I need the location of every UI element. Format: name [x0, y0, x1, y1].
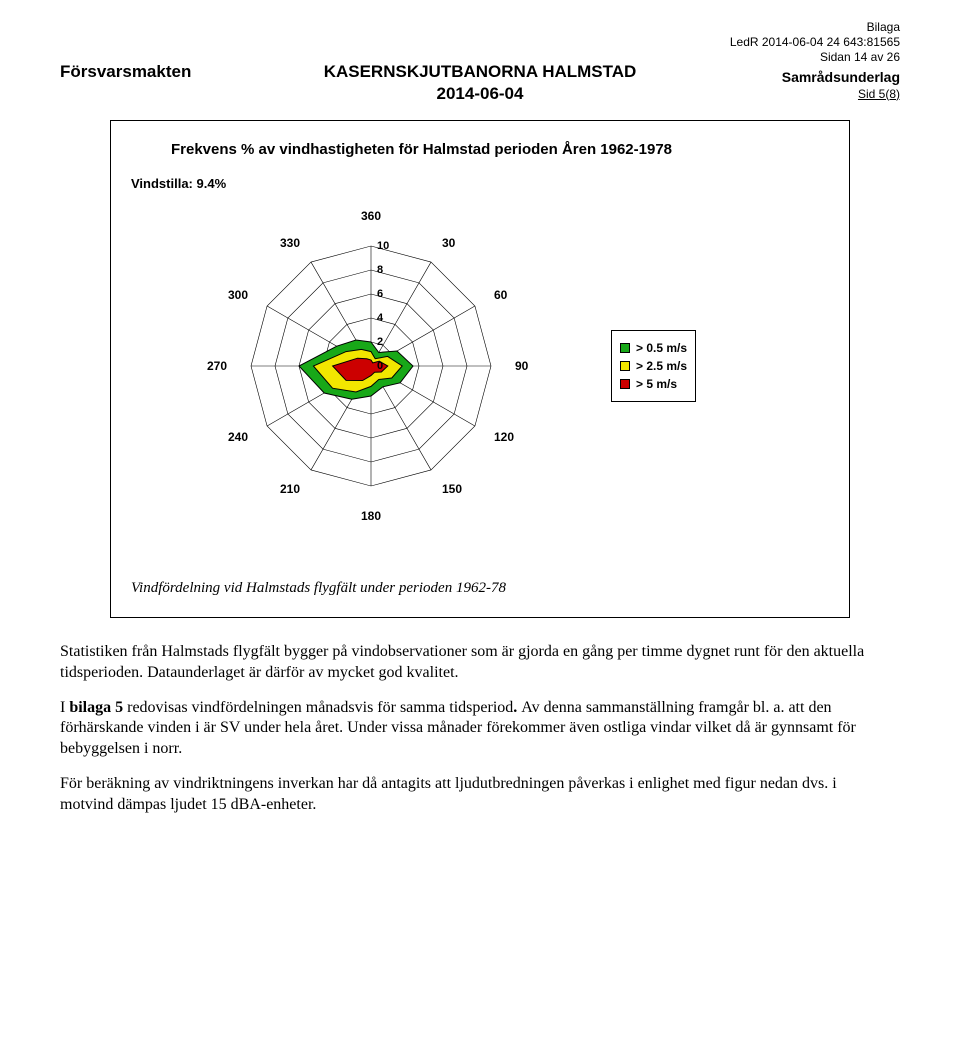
svg-text:90: 90 [515, 359, 529, 373]
legend-swatch [620, 343, 630, 353]
paragraph-3: För beräkning av vindriktningens inverka… [60, 774, 880, 816]
chart-caption: Vindfördelning vid Halmstads flygfält un… [131, 580, 829, 597]
header-center-title: KASERNSKJUTBANORNA HALMSTAD [324, 62, 637, 82]
svg-text:30: 30 [442, 236, 456, 250]
legend-label: > 0.5 m/s [636, 341, 687, 355]
header-sid: Sid 5(8) [780, 87, 900, 102]
radar-svg: 0 2 4 6 8 10 360 30 60 90 120 150 180 210 240 270 300 330 [191, 186, 551, 546]
svg-text:240: 240 [228, 430, 248, 444]
chart-container: Frekvens % av vindhastigheten för Halmst… [110, 120, 850, 618]
header-bilaga: Bilaga [730, 20, 900, 35]
p2a: I [60, 699, 69, 716]
svg-text:300: 300 [228, 288, 248, 302]
legend: > 0.5 m/s > 2.5 m/s > 5 m/s [611, 330, 696, 402]
svg-text:2: 2 [377, 336, 383, 348]
svg-text:6: 6 [377, 288, 383, 300]
header-underlag: Samrådsunderlag [730, 65, 900, 87]
legend-label: > 2.5 m/s [636, 359, 687, 373]
legend-item: > 0.5 m/s [620, 341, 687, 355]
body-text: Statistiken från Halmstads flygfält bygg… [60, 642, 880, 816]
p2b: bilaga 5 [69, 699, 123, 716]
paragraph-2: I bilaga 5 redovisas vindfördelningen må… [60, 698, 880, 760]
svg-text:180: 180 [361, 509, 381, 523]
svg-text:120: 120 [494, 430, 514, 444]
legend-item: > 2.5 m/s [620, 359, 687, 373]
chart-row: Vindstilla: 9.4% 02468103603060901201501… [131, 176, 829, 556]
svg-text:8: 8 [377, 264, 383, 276]
svg-text:4: 4 [377, 312, 384, 324]
legend-swatch [620, 379, 630, 389]
svg-text:360: 360 [361, 209, 381, 223]
page: Bilaga LedR 2014-06-04 24 643:81565 Sida… [0, 0, 960, 860]
legend-label: > 5 m/s [636, 377, 677, 391]
p2c: redovisas vindfördelningen månadsvis för… [123, 699, 513, 716]
svg-text:60: 60 [494, 288, 508, 302]
svg-text:210: 210 [280, 482, 300, 496]
chart-title: Frekvens % av vindhastigheten för Halmst… [131, 141, 829, 158]
header-right-block: Bilaga LedR 2014-06-04 24 643:81565 Sida… [730, 20, 900, 102]
header-center: KASERNSKJUTBANORNA HALMSTAD 2014-06-04 [324, 62, 637, 104]
legend-swatch [620, 361, 630, 371]
svg-text:150: 150 [442, 482, 462, 496]
paragraph-1: Statistiken från Halmstads flygfält bygg… [60, 642, 880, 684]
radar-chart: Vindstilla: 9.4% 02468103603060901201501… [131, 176, 571, 556]
svg-text:330: 330 [280, 236, 300, 250]
header-ledr: LedR 2014-06-04 24 643:81565 [730, 35, 900, 50]
header-center-date: 2014-06-04 [324, 84, 637, 104]
header-sidan: Sidan 14 av 26 [730, 50, 900, 65]
header-left: Försvarsmakten [60, 62, 191, 82]
svg-text:270: 270 [207, 359, 227, 373]
svg-text:10: 10 [377, 240, 389, 252]
svg-text:0: 0 [377, 360, 383, 372]
legend-item: > 5 m/s [620, 377, 687, 391]
